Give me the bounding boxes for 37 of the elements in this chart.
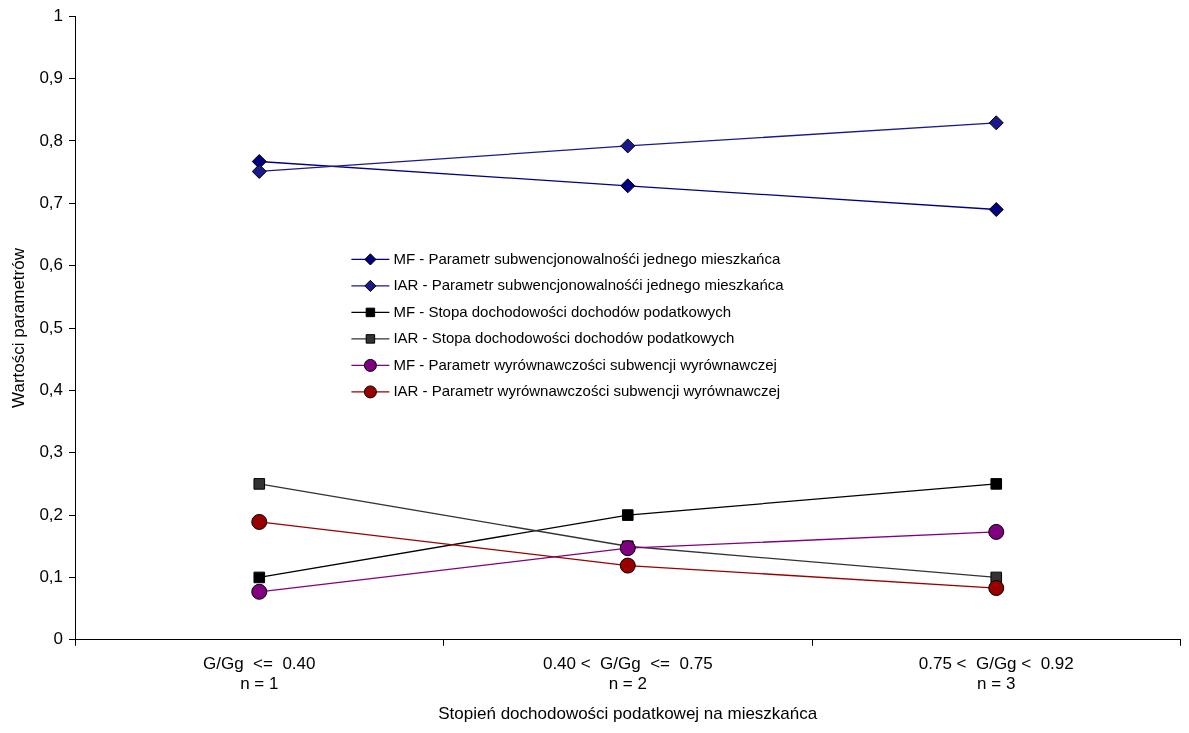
x-tick-label: G/Gg <= 0.40 n = 1 [203, 653, 316, 694]
point [988, 523, 1005, 540]
point [251, 513, 268, 530]
y-tick-label: 0,1 [39, 567, 64, 587]
legend-label: IAR - Parametr wyrównawczości subwencji wyrównawczej [393, 382, 781, 400]
point [988, 202, 1004, 218]
legend-label: MF - Parametr subwencjonowalnośći jednego mieszkańca [393, 249, 781, 267]
legend-label: MF - Parametr wyrównawczości subwencji wyrównawczej [393, 355, 777, 373]
legend-label: IAR - Stopa dochodowości dochodów podatkowych [393, 329, 735, 347]
point [253, 571, 266, 584]
x-tick-label: 0.40 < G/Gg <= 0.75 n = 2 [542, 653, 713, 694]
x-tick-label: 0.75 < G/Gg < 0.92 n = 3 [918, 653, 1074, 694]
point [620, 138, 636, 154]
point [988, 580, 1005, 597]
legend-label: MF - Stopa dochodowości dochodów podatkowych [393, 302, 732, 320]
point [251, 163, 267, 179]
point [251, 583, 268, 600]
y-tick-label: 0,3 [39, 442, 64, 462]
y-tick-label: 0,8 [39, 130, 64, 150]
point [620, 178, 636, 194]
y-tick-label: 0,4 [39, 380, 64, 400]
legend-label: IAR - Parametr subwencjonowalnośći jednego mieszkańca [393, 276, 785, 294]
y-axis-title: Wartości parametrów [8, 247, 28, 408]
point [619, 557, 636, 574]
y-tick-label: 0,5 [39, 317, 64, 337]
point [619, 540, 636, 557]
y-tick-label: 1 [53, 5, 64, 25]
y-tick-label: 0 [53, 629, 64, 649]
point [621, 509, 634, 521]
x-axis-title: Stopień dochodowości podatkowej na mieszkańca [438, 704, 818, 724]
point [253, 478, 266, 490]
y-tick-label: 0,9 [39, 68, 64, 88]
point [988, 115, 1004, 131]
y-tick-label: 0,2 [39, 504, 64, 524]
y-tick-label: 0,7 [39, 192, 64, 212]
y-tick-label: 0,6 [39, 255, 64, 275]
point [990, 478, 1003, 490]
